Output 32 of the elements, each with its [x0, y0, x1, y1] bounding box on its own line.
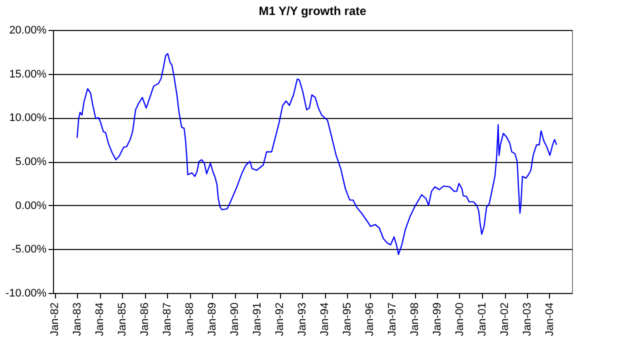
y-tick-label: 0.00% — [15, 200, 47, 212]
chart-title: M1 Y/Y growth rate — [258, 4, 367, 18]
x-tick-label: Jan-91 — [252, 302, 264, 336]
x-tick-label: Jan-92 — [274, 302, 286, 336]
x-tick-label: Jan-03 — [521, 302, 534, 336]
y-tick-label: 20.00% — [9, 24, 47, 36]
x-tick-label: Jan-85 — [116, 302, 129, 336]
x-tick-label: Jan-00 — [454, 302, 466, 336]
line-series — [76, 53, 558, 256]
x-tick-label: Jan-82 — [49, 302, 62, 336]
y-tick-label: -5.00% — [12, 244, 47, 256]
y-tick-label: -10.00% — [6, 288, 47, 300]
x-tick-label: Jan-87 — [162, 302, 174, 336]
x-tick-label: Jan-99 — [432, 302, 444, 336]
x-tick-label: Jan-96 — [364, 302, 376, 336]
y-tick-label: 5.00% — [15, 156, 47, 168]
x-tick-label: Jan-94 — [319, 302, 332, 336]
x-tick-label: Jan-93 — [296, 302, 309, 336]
x-tick-label: Jan-98 — [409, 302, 422, 336]
y-tick-label: 10.00% — [9, 112, 47, 124]
x-tick-label: Jan-02 — [499, 302, 512, 336]
x-tick-label: Jan-04 — [544, 302, 556, 336]
y-tick-label: 15.00% — [9, 68, 47, 80]
x-tick-label: Jan-01 — [476, 302, 489, 336]
x-tick-label: Jan-88 — [184, 302, 196, 336]
x-tick-label: Jan-95 — [342, 302, 354, 336]
x-tick-label: Jan-89 — [206, 302, 219, 336]
x-tick-label: Jan-86 — [139, 302, 152, 336]
x-tick-label: Jan-90 — [229, 302, 242, 336]
x-tick-label: Jan-83 — [72, 302, 84, 336]
x-tick-label: Jan-84 — [94, 302, 106, 336]
x-tick-label: Jan-97 — [386, 302, 399, 336]
